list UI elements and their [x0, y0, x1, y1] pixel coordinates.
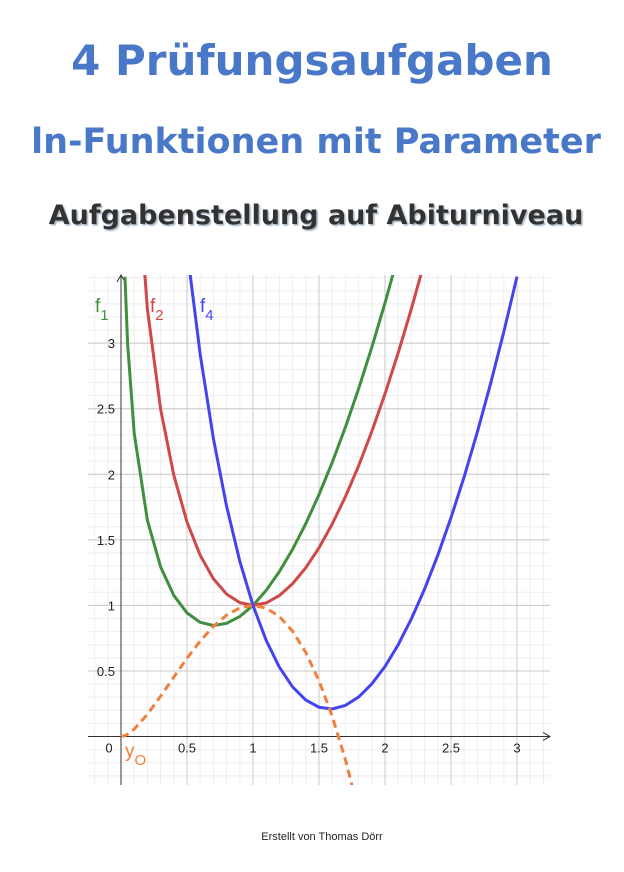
x-tick-label: 2 [381, 740, 388, 755]
x-tick-label: 0.5 [178, 740, 196, 755]
tagline: Aufgabenstellung auf Abiturniveau [49, 200, 584, 231]
curve-label: f2 [150, 296, 164, 324]
y-tick-label: 1.5 [97, 533, 115, 548]
curve-label: yO [125, 741, 146, 769]
curve-label: f4 [200, 296, 214, 324]
y-tick-label: 3 [108, 336, 115, 351]
curves [120, 275, 519, 785]
x-tick-label: 3 [513, 740, 520, 755]
curve [120, 603, 354, 785]
y-tick-label: 2.5 [97, 402, 115, 417]
x-tick-label: 1.5 [310, 740, 328, 755]
curve [143, 275, 423, 607]
curve-label: f1 [95, 296, 109, 324]
plot: 0 0.5 1 1.5 2 2.5 3 0.5 1 1.5 2 2.5 3 f1 f2 f4 yO [88, 273, 552, 785]
curve [188, 275, 519, 711]
y-tick-label: 1 [108, 598, 115, 613]
y-tick-label: 0.5 [97, 664, 115, 679]
title: 4 Prüfungsaufgaben [71, 36, 553, 85]
x-tick-label: 1 [249, 740, 256, 755]
x-axis-arrow [542, 732, 552, 741]
x-tick-label: 2.5 [442, 740, 460, 755]
credit: Erstellt von Thomas Dörr [261, 831, 383, 843]
x-tick-label: 0 [105, 740, 112, 755]
subtitle: ln-Funktionen mit Parameter [31, 122, 602, 162]
y-tick-label: 2 [108, 467, 115, 482]
